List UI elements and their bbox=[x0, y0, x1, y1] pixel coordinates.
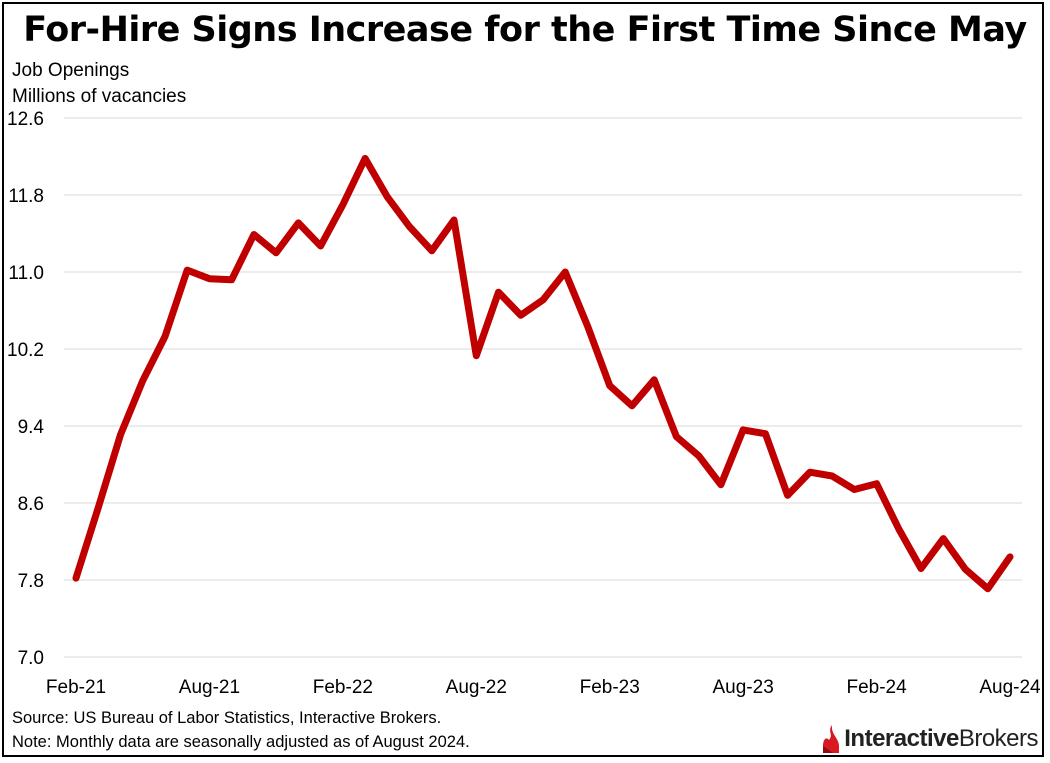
interactive-brokers-flame-icon bbox=[823, 725, 840, 753]
source-note: Source: US Bureau of Labor Statistics, I… bbox=[12, 709, 442, 727]
y-tick-label: 7.0 bbox=[18, 648, 44, 669]
y-tick-label: 8.6 bbox=[18, 494, 44, 515]
seasonal-note: Note: Monthly data are seasonally adjust… bbox=[12, 733, 470, 751]
series-layer bbox=[72, 154, 1014, 593]
y-tick-label: 9.4 bbox=[18, 417, 45, 438]
y-tick-label: 12.6 bbox=[7, 109, 44, 130]
x-tick-label: Aug-21 bbox=[179, 677, 240, 698]
x-tick-label: Aug-22 bbox=[446, 677, 507, 698]
y-tick-label: 11.0 bbox=[8, 263, 44, 284]
x-tick-label: Feb-22 bbox=[313, 677, 373, 698]
y-axis-ticks: 12.6 11.8 11.0 10.2 9.4 8.6 7.8 7.0 bbox=[7, 109, 44, 669]
y-axis-label-line2: Millions of vacancies bbox=[12, 86, 187, 107]
logo-text-brokers: Brokers bbox=[958, 725, 1039, 752]
interactive-brokers-logo: InteractiveBrokers bbox=[821, 724, 1039, 754]
chart-title: For-Hire Signs Increase for the First Ti… bbox=[23, 10, 1027, 50]
y-axis-label-line1: Job Openings bbox=[12, 60, 130, 81]
x-tick-label: Feb-21 bbox=[46, 677, 106, 698]
logo-text-interactive: Interactive bbox=[844, 725, 959, 752]
x-tick-label: Aug-23 bbox=[713, 677, 774, 698]
y-tick-label: 11.8 bbox=[8, 186, 44, 207]
x-tick-label: Aug-24 bbox=[979, 677, 1041, 698]
x-axis-ticks: Feb-21 Aug-21 Feb-22 Aug-22 Feb-23 Aug-23 Feb-… bbox=[46, 677, 1041, 698]
y-tick-label: 10.2 bbox=[7, 340, 44, 361]
grid-lines bbox=[64, 117, 1022, 658]
y-tick-label: 7.8 bbox=[18, 571, 44, 592]
line-chart: 12.6 11.8 11.0 10.2 9.4 8.6 7.8 7.0 Feb-21 Aug-2… bbox=[7, 109, 1041, 698]
x-tick-label: Feb-23 bbox=[580, 677, 640, 698]
series-line-job-openings bbox=[72, 154, 1014, 593]
x-tick-label: Feb-24 bbox=[846, 677, 907, 698]
